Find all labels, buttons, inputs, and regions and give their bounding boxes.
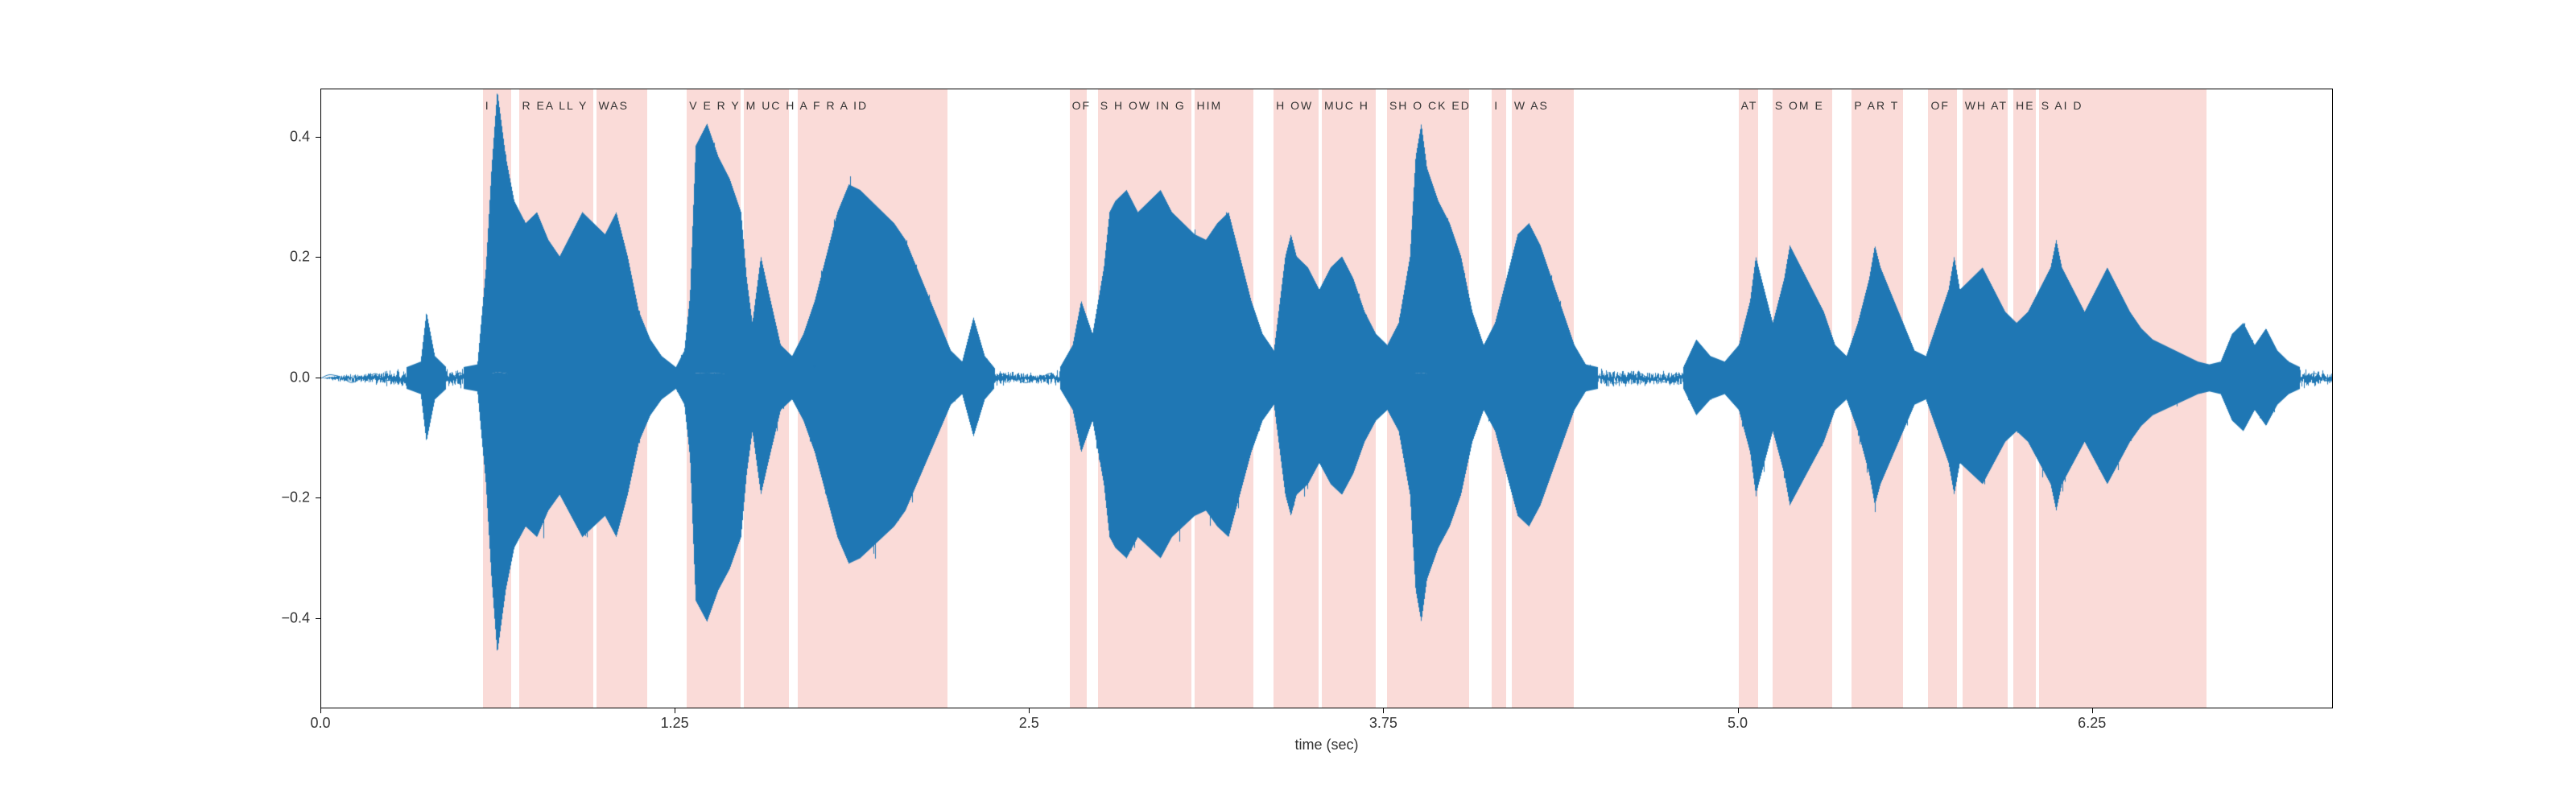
word-label: WH AT <box>1965 99 2008 112</box>
word-label: R EA LL Y <box>522 99 588 112</box>
x-tick-mark <box>2092 708 2093 713</box>
word-label: S H OW IN G <box>1100 99 1186 112</box>
y-tick-mark <box>316 137 320 138</box>
x-tick-mark <box>1383 708 1384 713</box>
word-label: M UC H <box>746 99 796 112</box>
x-tick-mark <box>1029 708 1030 713</box>
x-tick-label: 2.5 <box>1019 715 1039 732</box>
x-tick-label: 3.75 <box>1369 715 1397 732</box>
y-tick-mark <box>316 497 320 498</box>
x-tick-label: 0.0 <box>310 715 330 732</box>
word-label: P AR T <box>1854 99 1899 112</box>
word-label: AT <box>1741 99 1758 112</box>
word-label: W AS <box>1514 99 1549 112</box>
y-tick-label: 0.2 <box>262 249 310 266</box>
word-label: S OM E <box>1775 99 1824 112</box>
word-label: H OW <box>1276 99 1313 112</box>
waveform-canvas <box>321 89 2333 708</box>
word-label: S AI D <box>2041 99 2083 112</box>
x-tick-mark <box>320 708 321 713</box>
plot-area: I R EA LL Y WAS V E R Y M UC H A F R A ID OF S … <box>320 89 2333 708</box>
y-tick-label: −0.4 <box>262 609 310 626</box>
y-tick-mark <box>316 618 320 619</box>
x-tick-label: 1.25 <box>661 715 689 732</box>
word-label: OF <box>1072 99 1091 112</box>
x-axis-label: time (sec) <box>1294 737 1358 753</box>
word-label: OF <box>1930 99 1949 112</box>
waveform-chart: I R EA LL Y WAS V E R Y M UC H A F R A ID OF S … <box>0 0 2576 805</box>
y-tick-label: −0.2 <box>262 489 310 506</box>
word-label: I <box>485 99 490 112</box>
x-tick-mark <box>1738 708 1739 713</box>
y-tick-label: 0.0 <box>262 369 310 386</box>
word-label: A F R A ID <box>800 99 869 112</box>
x-tick-label: 5.0 <box>1728 715 1748 732</box>
word-label: MUC H <box>1324 99 1369 112</box>
word-label: HIM <box>1197 99 1223 112</box>
word-label: HE <box>2016 99 2034 112</box>
y-tick-label: 0.4 <box>262 128 310 145</box>
word-label: I <box>1494 99 1499 112</box>
x-tick-label: 6.25 <box>2078 715 2106 732</box>
y-tick-mark <box>316 257 320 258</box>
word-label: SH O CK ED <box>1389 99 1471 112</box>
word-label: WAS <box>599 99 629 112</box>
word-label: V E R Y <box>689 99 741 112</box>
